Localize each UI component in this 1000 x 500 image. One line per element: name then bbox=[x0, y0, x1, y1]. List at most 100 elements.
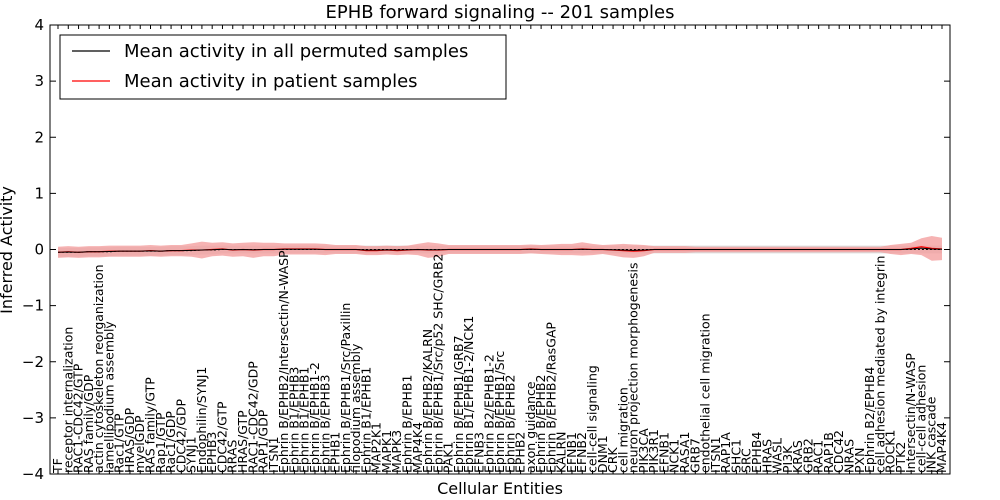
y-tick-label: 1 bbox=[34, 184, 44, 202]
x-tick-label: Rap1/GTP bbox=[153, 412, 168, 473]
x-tick-label: myelGDP bbox=[132, 415, 147, 473]
x-tick-label: EFNB1 bbox=[656, 432, 671, 473]
x-tick-label: Ephrin B/EPHB1 bbox=[399, 375, 414, 473]
x-tick-label: SYNJ1 bbox=[184, 436, 199, 473]
x-tick-label: HRAS/GDP bbox=[122, 407, 137, 473]
x-tick-label: RAC1 bbox=[811, 440, 826, 473]
x-tick-label: endothelial cell migration bbox=[698, 313, 713, 473]
x-tick-label: actin cytoskeleton reorganization bbox=[91, 264, 106, 473]
x-tick-label: JNK cascade bbox=[924, 396, 939, 474]
legend-box bbox=[59, 34, 507, 100]
x-tick-label: RAC1-CDC42/GDP bbox=[245, 361, 260, 473]
x-tick-label: WASL bbox=[770, 438, 785, 473]
x-tick-label: Ephrin B1/EPHB1 bbox=[297, 367, 312, 473]
x-tick-label: NRAS bbox=[841, 439, 856, 473]
x-tick-label: CRK bbox=[605, 447, 620, 473]
x-tick-label: receptor internalization bbox=[60, 327, 75, 473]
x-tick-label: KALRN bbox=[554, 431, 569, 473]
x-tick-label: SHC1 bbox=[728, 439, 743, 473]
patient-confidence-band bbox=[58, 236, 942, 261]
x-tick-label: Intersectin/N-WASP bbox=[903, 353, 918, 473]
x-tick-label: HRAS bbox=[759, 439, 774, 473]
y-tick-label: 2 bbox=[34, 128, 44, 146]
y-tick-label: 0 bbox=[34, 241, 44, 259]
x-tick-label: EFNB2 bbox=[574, 432, 589, 473]
x-tick-label: EPHB4 bbox=[749, 432, 764, 473]
x-tick-label: Ephrin B/EPHB2 bbox=[533, 375, 548, 473]
y-tick-label: −3 bbox=[22, 409, 44, 427]
x-tick-label: RRAS bbox=[225, 440, 240, 473]
x-tick-label: RASA1 bbox=[677, 432, 692, 473]
y-axis-label: Inferred Activity bbox=[0, 186, 16, 314]
x-tick-label: MAP2K1 bbox=[369, 422, 384, 473]
x-tick-label: Rac1/GDP bbox=[163, 411, 178, 473]
x-tick-label: CDC42/GTP bbox=[214, 401, 229, 473]
x-tick-label: DNM1 bbox=[595, 435, 610, 473]
x-tick-label: Ephrin B/EPHB2 bbox=[502, 375, 517, 473]
x-tick-label: Ephrin B/EPHB1-2 bbox=[307, 362, 322, 473]
y-tick-label: −4 bbox=[22, 465, 44, 483]
plot-frame bbox=[49, 24, 951, 475]
x-tick-label: Ephrin B/EPHB1/Src bbox=[492, 351, 507, 473]
x-tick-label: cell adhesion mediated by integrin bbox=[872, 256, 887, 473]
x-tick-label: MAP4K4 bbox=[410, 422, 425, 473]
x-tick-label: Ephrin B/EPHB2/Intersectin/N-WASP bbox=[276, 250, 291, 473]
x-tick-label: Ephrin B2/EPHB1-2 bbox=[482, 354, 497, 473]
x-tick-label: RAP1B bbox=[821, 432, 836, 473]
x-tick-label: Ephrin B/EPHB3 bbox=[317, 375, 332, 473]
x-tick-label: Ephrin B/EPHB1/GRB7 bbox=[451, 335, 466, 473]
x-tick-label: RAP1/GDP bbox=[256, 409, 271, 473]
x-tick-label: GRB7 bbox=[687, 438, 702, 473]
x-tick-label: PIK3R1 bbox=[646, 429, 661, 473]
x-tick-label: axon guidance bbox=[523, 381, 538, 473]
legend-label: Mean activity in all permuted samples bbox=[124, 41, 468, 62]
x-axis-label: Cellular Entities bbox=[437, 479, 563, 498]
x-tick-label: Ephrin B2/EPHB4 bbox=[862, 367, 877, 473]
x-tick-label: Ephrin B/EPHB2/KALRN bbox=[420, 329, 435, 473]
x-tick-label: EFNB1 bbox=[564, 432, 579, 473]
y-tick-label: −2 bbox=[22, 353, 44, 371]
x-tick-label: PAK1 bbox=[441, 442, 456, 473]
x-tick-label: Ephrin B/EPHB1/Src/p52 SHC/GRB2 bbox=[430, 254, 445, 473]
x-tick-label: PXN bbox=[852, 448, 867, 473]
overlay-mean-line bbox=[57, 247, 943, 253]
x-tick-label: RAS family/GDP bbox=[81, 374, 96, 473]
x-tick-label: MAPK3 bbox=[389, 430, 404, 473]
x-tick-label: SRC bbox=[739, 448, 754, 473]
x-tick-label: PI3K bbox=[780, 445, 795, 473]
y-tick-label: −1 bbox=[22, 297, 44, 315]
x-tick-label: filopodium assembly bbox=[348, 343, 363, 473]
x-tick-label: neuron projection morphogenesis bbox=[626, 262, 641, 473]
x-tick-label: HRAS/GTP bbox=[235, 410, 250, 473]
x-tick-label: RAP1A bbox=[718, 432, 733, 473]
x-tick-label: EFNB3 bbox=[471, 432, 486, 473]
x-tick-label: MAPK1 bbox=[379, 430, 394, 473]
x-tick-label: NCK1 bbox=[667, 439, 682, 473]
x-tick-label: EPHB2 bbox=[513, 432, 528, 473]
x-tick-label: Ephrin B/EPHB1/Src/Paxillin bbox=[338, 303, 353, 473]
x-tick-label: cell-cell adhesion bbox=[913, 365, 928, 473]
x-tick-label: MAP4K4 bbox=[934, 422, 949, 473]
x-tick-label: cell migration bbox=[615, 387, 630, 473]
x-tick-label: CDC42/GDP bbox=[173, 398, 188, 473]
x-tick-label: PTK2 bbox=[893, 442, 908, 473]
x-tick-label: RAS family/GTP bbox=[143, 377, 158, 473]
x-tick-label: EPHB1 bbox=[328, 432, 343, 473]
x-tick-label: Ephrin B1/EPHB1-2/NCK1 bbox=[461, 316, 476, 473]
x-tick-label: EPHB3 bbox=[204, 432, 219, 473]
y-tick-label: 4 bbox=[34, 16, 44, 34]
x-tick-label: Rac1/GTP bbox=[112, 413, 127, 473]
chart-title: EPHB forward signaling -- 201 samples bbox=[326, 2, 675, 23]
x-tick-label: lamellipodium assembly bbox=[101, 321, 116, 473]
x-tick-label: cell-cell signaling bbox=[585, 365, 600, 473]
x-tick-label: Ephrin B1/EPHB1 bbox=[358, 367, 373, 473]
legend-label: Mean activity in patient samples bbox=[124, 71, 418, 92]
x-tick-label: TF bbox=[50, 458, 65, 474]
x-tick-label: ROCK1 bbox=[883, 430, 898, 473]
x-tick-label: ITSN1 bbox=[266, 436, 281, 473]
x-tick-label: CDC42 bbox=[831, 430, 846, 473]
x-tick-label: Ephrin B/EPHB2/RasGAP bbox=[543, 322, 558, 473]
x-tick-label: KRAS bbox=[790, 440, 805, 473]
